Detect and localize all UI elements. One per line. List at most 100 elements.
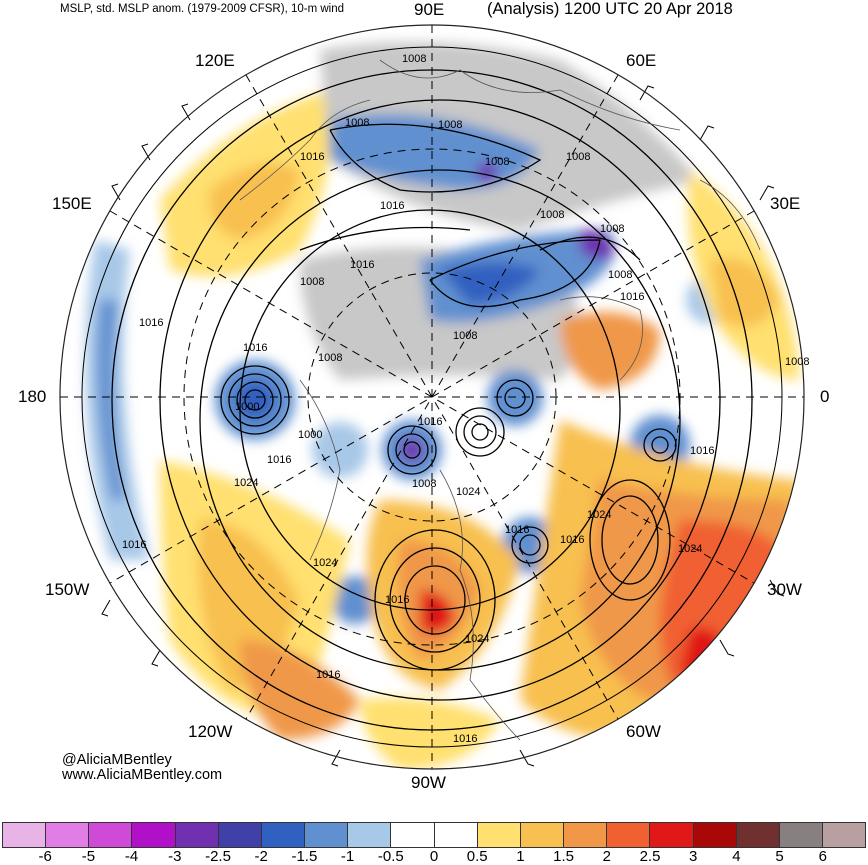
colorbar-swatch xyxy=(736,823,780,847)
isobar-label: 1016 xyxy=(560,534,584,546)
colorbar-swatch xyxy=(434,823,478,847)
colorbar-tick-labels: -6 -5 -4 -3 -2.5 -2 -1.5 -1 -0.5 0 0.5 1 1.5 2 2.5 3 4 5 6 xyxy=(0,848,868,865)
colorbar-swatch xyxy=(779,823,823,847)
colorbar-swatch xyxy=(477,823,521,847)
isobar-label: 1008 xyxy=(345,117,369,129)
colorbar-tick-label: -1 xyxy=(340,848,355,865)
colorbar-tick-label: 6 xyxy=(818,848,827,865)
longitude-label-150w: 150W xyxy=(45,580,90,599)
colorbar-tick-label: -5 xyxy=(81,848,96,865)
colorbar-tick-label: -2.5 xyxy=(205,848,231,865)
anomaly-colorbar xyxy=(2,822,867,848)
isobar-label: 1008 xyxy=(300,276,324,288)
credit-twitter: @AliciaMBentley xyxy=(62,752,172,768)
isobar-label: 1008 xyxy=(785,356,809,368)
isobar-label: 1000 xyxy=(235,401,259,413)
longitude-label-30w: 30W xyxy=(767,580,802,599)
colorbar-swatch xyxy=(607,823,651,847)
colorbar-tick-label: -2 xyxy=(254,848,268,865)
colorbar-tick-label: -4 xyxy=(124,848,139,865)
colorbar-tick-label: 5 xyxy=(775,848,784,865)
isobar-label: 1024 xyxy=(234,477,258,489)
longitude-label-60e: 60E xyxy=(626,51,657,70)
colorbar-swatch xyxy=(650,823,694,847)
graticule-layer xyxy=(60,25,804,769)
isobar-label: 1024 xyxy=(456,486,480,498)
map-subtitle: MSLP, std. MSLP anom. (1979-2009 CFSR), … xyxy=(60,3,345,15)
isobar-label: 1000 xyxy=(298,429,322,441)
map-title: (Analysis) 1200 UTC 20 Apr 2018 xyxy=(487,0,733,18)
colorbar-tick-label: 0 xyxy=(429,848,439,865)
isobar-label: 1008 xyxy=(438,119,462,131)
isobar-label: 1016 xyxy=(139,317,163,329)
colorbar-swatch xyxy=(693,823,737,847)
wind-barb-layer xyxy=(101,85,785,767)
colorbar-swatch xyxy=(305,823,349,847)
isobar-label: 1008 xyxy=(412,478,436,490)
colorbar-swatch xyxy=(564,823,608,847)
isobar-label: 1008 xyxy=(540,209,564,221)
colorbar-tick-label: -6 xyxy=(38,848,52,865)
longitude-label-120e: 120E xyxy=(195,51,235,70)
isobar-label: 1016 xyxy=(453,733,477,745)
longitude-label-90e: 90E xyxy=(414,0,445,19)
isobar-label: 1016 xyxy=(316,669,340,681)
map-boundary xyxy=(59,24,805,770)
isobar-label: 1016 xyxy=(300,151,324,163)
colorbar-tick-label: 1 xyxy=(516,848,525,865)
isobar-label: 1008 xyxy=(566,151,590,163)
isobar-label: 1016 xyxy=(380,200,404,212)
colorbar-swatch xyxy=(2,823,47,847)
isobar-label: 1016 xyxy=(418,416,442,428)
isobar-label: 1008 xyxy=(318,352,342,364)
isobar-label: 1008 xyxy=(485,156,509,168)
isobar-label: 1016 xyxy=(385,594,409,606)
colorbar-tick-label: 2 xyxy=(602,848,611,865)
colorbar-tick-label: 0.5 xyxy=(466,848,488,865)
colorbar-swatch xyxy=(46,823,90,847)
coastline-layer xyxy=(239,59,761,741)
isobar-label: 1016 xyxy=(620,291,644,303)
colorbar-tick-label: 2.5 xyxy=(639,848,661,865)
isobar-label: 1024 xyxy=(465,633,489,645)
colorbar-swatch xyxy=(218,823,262,847)
colorbar-tick-label: -3 xyxy=(168,848,182,865)
colorbar-swatch xyxy=(822,823,867,847)
isobar-label: 1008 xyxy=(402,53,426,65)
longitude-label-120w: 120W xyxy=(188,722,233,741)
colorbar-swatch xyxy=(132,823,176,847)
colorbar-tick-label: 4 xyxy=(732,848,741,865)
isobar-label: 1016 xyxy=(505,524,529,536)
isobar-label: 1008 xyxy=(453,330,477,342)
isobar-label: 1016 xyxy=(243,342,267,354)
longitude-label-90w: 90W xyxy=(411,773,446,792)
isobar-label: 1024 xyxy=(587,509,611,521)
isobar-label: 1016 xyxy=(122,539,146,551)
isobar-label: 1008 xyxy=(600,223,624,235)
colorbar-swatch xyxy=(261,823,306,847)
colorbar-swatch xyxy=(348,823,392,847)
longitude-label-30e: 30E xyxy=(770,194,801,213)
isobar-label-group: 1008 1008 1008 1016 1008 1008 1016 1016 1008 1008… xyxy=(122,53,809,745)
colorbar-tick-label: -1.5 xyxy=(291,848,318,865)
isobar-label: 1016 xyxy=(350,259,374,271)
colorbar-swatch xyxy=(520,823,565,847)
isobar-label: 1008 xyxy=(608,269,632,281)
polar-map: 1008 1008 1008 1016 1008 1008 1016 1016 1008 1008… xyxy=(59,24,809,770)
isobar-label: 1024 xyxy=(678,543,702,555)
anomaly-fill-layer xyxy=(60,25,804,769)
isobar-label: 1016 xyxy=(267,454,291,466)
colorbar-swatch xyxy=(175,823,219,847)
colorbar-tick-label: 3 xyxy=(689,848,698,865)
colorbar-swatch xyxy=(89,823,133,847)
longitude-label-180: 180 xyxy=(18,387,47,406)
colorbar-tick-label: 1.5 xyxy=(553,848,575,865)
longitude-label-60w: 60W xyxy=(626,722,661,741)
colorbar-tick-label: -0.5 xyxy=(377,848,404,865)
credit-website: www.AliciaMBentley.com xyxy=(62,767,223,783)
isobar-label: 1024 xyxy=(313,557,337,569)
isobar-label: 1016 xyxy=(690,445,714,457)
longitude-label-150e: 150E xyxy=(52,194,92,213)
colorbar-swatch xyxy=(391,823,435,847)
longitude-label-0: 0 xyxy=(820,387,830,406)
